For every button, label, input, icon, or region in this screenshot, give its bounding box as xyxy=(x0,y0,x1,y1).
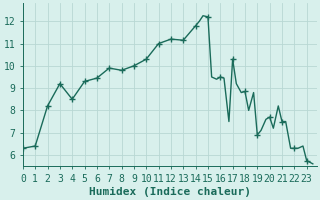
X-axis label: Humidex (Indice chaleur): Humidex (Indice chaleur) xyxy=(89,186,251,197)
